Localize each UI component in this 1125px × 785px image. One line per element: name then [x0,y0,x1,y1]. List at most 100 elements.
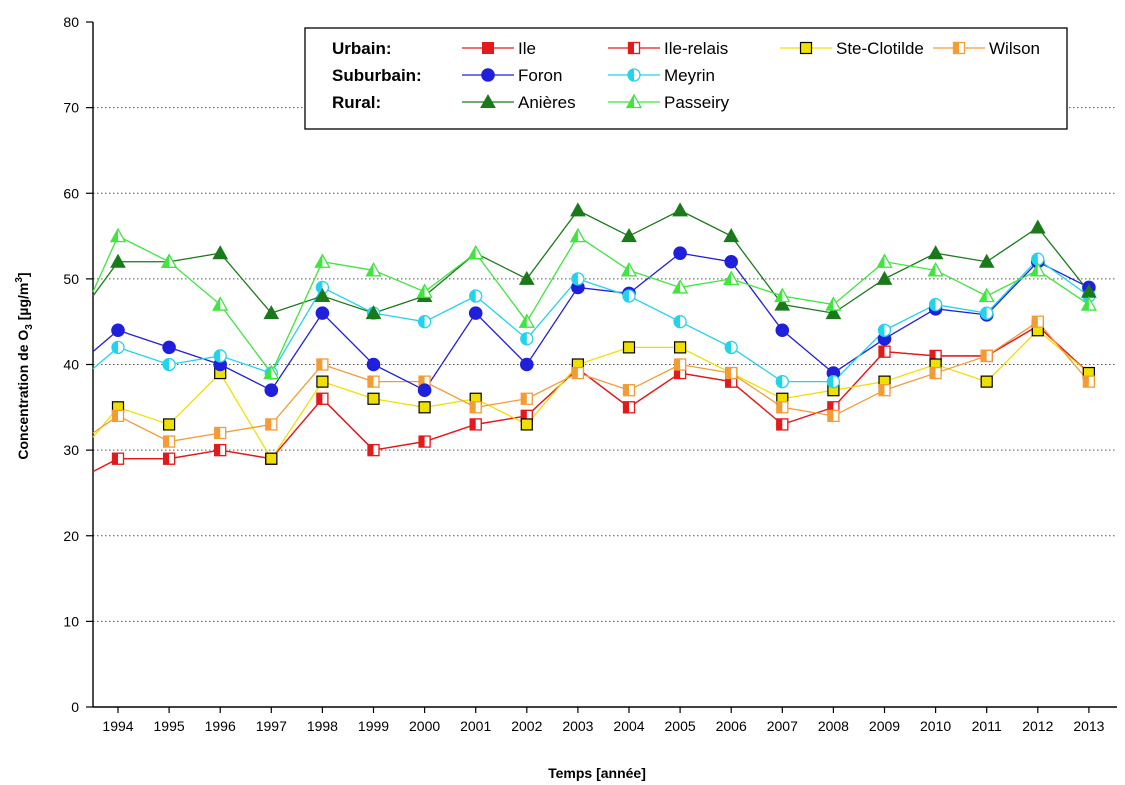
point-anières-1996 [212,245,229,260]
point-wilson-1994 [111,409,125,423]
point-wilson-2005 [673,358,687,371]
point-ile-relais-1994 [111,452,125,465]
point-ste-clotilde-1997 [265,452,278,465]
point-ile-relais-2009 [878,345,891,358]
y-tick-label: 60 [63,185,79,201]
point-anières-1994 [110,253,126,268]
point-ste-clotilde-2002 [520,418,533,431]
y-tick-label: 30 [63,442,79,458]
y-tick-label: 50 [63,271,79,287]
point-meyrin-2002 [520,332,534,346]
point-passeiry-1999 [365,261,382,277]
point-wilson-2009 [878,384,891,397]
point-anières-1998 [314,287,331,302]
point-meyrin-2001 [469,289,483,303]
point-meyrin-1994 [111,340,125,355]
x-tick-label: 2002 [511,718,542,734]
point-passeiry-2012 [1029,261,1046,277]
point-ile-relais-2007 [776,418,789,431]
point-meyrin-1995 [162,357,176,372]
legend-marker-wilson [952,41,966,55]
point-foron-1999 [366,357,381,372]
x-tick-label: 2006 [716,718,747,734]
point-ile-relais-2004 [622,401,636,414]
point-passeiry-1995 [160,253,178,268]
legend-marker-ile-relais [627,41,641,55]
point-meyrin-2004 [622,289,636,303]
y-axis-title-main: Concentration de O [15,330,31,460]
point-passeiry-2013 [1080,296,1098,311]
legend-marker-ile [482,42,494,54]
y-tick-label: 70 [63,100,79,116]
point-anières-1997 [263,305,280,320]
x-tick-label: 1995 [154,718,185,734]
x-tick-label: 1999 [358,718,389,734]
x-tick-label: 2013 [1073,718,1104,734]
point-wilson-1995 [162,435,176,448]
point-meyrin-2008 [826,374,841,389]
legend-marker-anières [480,93,496,108]
legend-marker-ste-clotilde [799,41,813,55]
legend-label-ile-relais: Ile-relais [664,39,728,58]
point-anières-2002 [518,270,535,285]
point-passeiry-2009 [876,253,893,268]
point-passeiry-2000 [416,283,433,298]
y-axis-title: Concentration de O3 [µg/m3] [14,272,35,459]
point-passeiry-2006 [723,270,740,286]
y-tick-label: 0 [71,699,79,715]
point-meyrin-2000 [417,315,432,329]
point-foron-1995 [162,340,176,355]
x-tick-label: 2004 [613,718,644,734]
point-wilson-2004 [622,384,636,397]
axes [86,21,1117,713]
y-tick-labels: 0 10 20 30 40 50 60 70 80 [63,14,79,715]
point-ste-clotilde-2004 [622,341,636,354]
x-tick-label: 1996 [205,718,236,734]
point-passeiry-2002 [518,313,535,328]
x-tick-label: 1998 [307,718,338,734]
point-foron-1997 [264,383,279,397]
point-meyrin-2012 [1031,252,1045,266]
point-anières-2006 [723,228,740,243]
y-tick-label: 80 [63,14,79,30]
point-passeiry-1997 [263,364,280,380]
y-axis-title-sup: 3 [14,277,25,283]
point-passeiry-2007 [774,287,791,303]
point-passeiry-1996 [212,296,229,311]
x-tick-label: 2005 [665,718,696,734]
legend-marker-meyrin [627,68,641,82]
point-ile-relais-1998 [316,392,329,405]
point-ste-clotilde-2005 [673,341,687,354]
point-anières-2010 [927,245,944,260]
point-foron-2002 [520,357,534,372]
series-lines [92,209,1090,473]
x-tick-label: 2011 [972,718,1002,734]
x-tick-label: 2010 [920,718,951,734]
x-tick-label: 2012 [1022,718,1053,734]
point-meyrin-2005 [673,315,687,329]
legend: Urbain: Suburbain: Rural: Ile Ile-relais Ste-… [304,27,1068,130]
point-wilson-2013 [1082,375,1096,388]
x-tick-label: 2001 [460,718,491,734]
point-anières-2012 [1029,219,1046,234]
y-tick-label: 10 [63,613,79,629]
point-meyrin-1996 [213,349,227,363]
series-line-wilson [92,320,1090,443]
point-passeiry-1998 [314,253,331,268]
point-anières-2009 [876,270,893,285]
legend-marker-foron [481,68,495,82]
y-axis-title-unit: [µg/m [15,283,31,325]
point-ile-relais-2001 [469,418,482,431]
point-ile-relais-1999 [367,443,380,457]
legend-label-wilson: Wilson [989,39,1040,58]
legend-label-passeiry: Passeiry [664,93,730,112]
point-passeiry-2011 [978,287,995,303]
point-meyrin-2010 [928,297,943,312]
legend-box [304,27,1068,130]
point-anières-2007 [774,296,791,311]
point-ile-relais-1996 [214,443,227,457]
point-wilson-1998 [316,358,329,371]
point-meyrin-2007 [775,374,789,389]
x-tick-label: 2000 [409,718,440,734]
y-axis-title-close: ] [15,272,31,277]
